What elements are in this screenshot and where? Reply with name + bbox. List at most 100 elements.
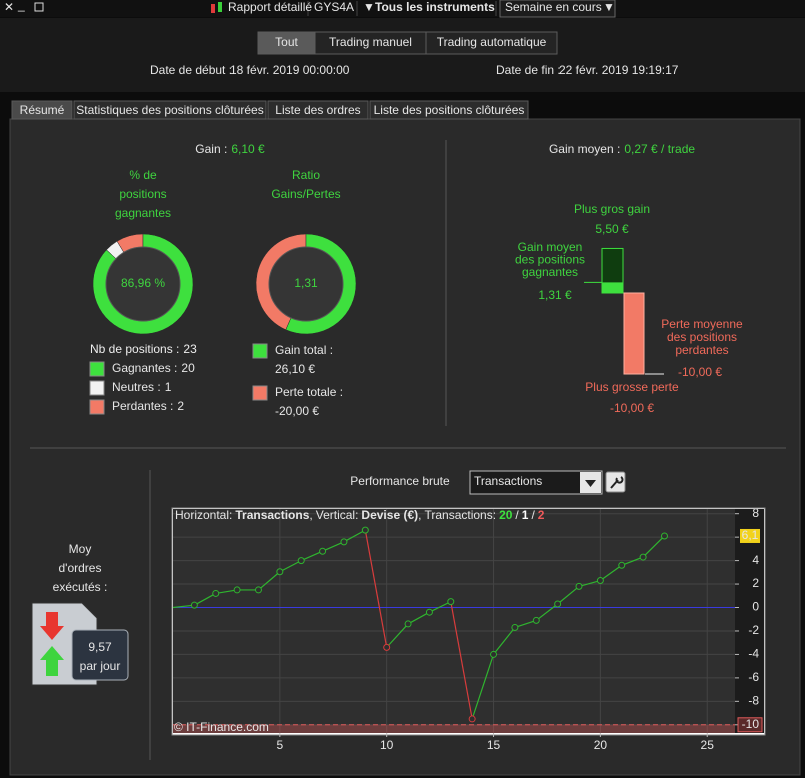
filter-button[interactable] <box>425 31 558 55</box>
chart-header-part: 2 <box>538 508 545 522</box>
gain: Gain : 6,10 € <box>195 142 265 156</box>
chart-header-part: Horizontal: <box>175 508 232 522</box>
point-marker <box>660 532 668 540</box>
gain-value: 6,10 € <box>231 142 265 156</box>
y-tick-label: -4 <box>748 647 759 661</box>
line-segment <box>386 623 409 648</box>
tab[interactable] <box>267 100 369 120</box>
total-label: Gain total : <box>275 343 333 357</box>
line-segment <box>172 604 195 609</box>
line-segment <box>621 556 644 566</box>
y-tick-label: -10 <box>742 717 760 731</box>
tab[interactable] <box>73 100 267 120</box>
point-marker <box>618 561 626 569</box>
tab[interactable] <box>369 100 529 120</box>
legend-swatch <box>89 361 105 377</box>
start-label: Date de début : <box>150 63 232 77</box>
line-segment <box>450 601 473 720</box>
candle-icon <box>211 4 215 13</box>
ratio-title: Gains/Pertes <box>271 187 340 201</box>
win-pct: 86,96 % <box>121 276 165 290</box>
max-gain-value: 5,50 € <box>595 222 629 236</box>
legend-swatch <box>252 385 268 401</box>
total-value: 26,10 € <box>275 362 315 376</box>
start-date: 18 févr. 2019 00:00:00 <box>230 63 350 77</box>
legend-entry: Neutres : 1 <box>112 380 172 394</box>
ratio-title: Ratio <box>292 168 320 182</box>
max-loss-value: -10,00 € <box>610 401 654 415</box>
positions-count: Nb de positions : 23 <box>90 342 197 356</box>
selector-dropdown[interactable] <box>469 470 603 495</box>
legend-swatch <box>89 399 105 415</box>
chart-title: Performance brute <box>350 474 450 488</box>
orders-label: Moy <box>69 542 92 556</box>
line-segment <box>300 550 323 562</box>
point-marker <box>554 600 562 608</box>
minimize-icon[interactable]: _ <box>17 0 25 12</box>
avg-gain-label: gagnantes <box>522 265 578 279</box>
chart-header-part: Vertical: <box>316 508 359 522</box>
line-segment <box>578 579 601 587</box>
average-gain-label: Gain moyen : <box>549 142 620 156</box>
point-marker <box>511 623 519 631</box>
end-label: Date de fin : <box>496 63 561 77</box>
line-segment <box>364 530 388 648</box>
period-dropdown[interactable] <box>499 0 616 18</box>
y-tick-label: 4 <box>752 553 759 567</box>
point-marker <box>340 538 348 546</box>
close-icon[interactable]: ✕ <box>4 0 14 14</box>
orders-label: exécutés : <box>53 580 108 594</box>
point-marker <box>596 577 604 585</box>
tab-label: Liste des ordres <box>275 103 360 117</box>
line-segment <box>535 603 559 621</box>
positions-count-value: 23 <box>183 342 197 356</box>
gain-label: Gain : <box>195 142 227 156</box>
point-marker <box>297 557 305 565</box>
line-segment <box>642 535 665 558</box>
point-marker <box>361 526 369 534</box>
maximize-icon[interactable] <box>34 2 44 12</box>
max-loss-bar <box>623 292 645 375</box>
point-marker <box>383 643 391 651</box>
point-marker <box>276 568 284 576</box>
chart-header-part: 1 <box>522 508 529 522</box>
legend-swatch <box>89 380 105 396</box>
point-marker <box>490 650 498 658</box>
chart-header-part: 20 <box>499 508 513 522</box>
line-segment <box>493 627 516 655</box>
avg-gain-label: Gain moyen <box>518 240 583 254</box>
win-title: gagnantes <box>115 206 171 220</box>
line-segment <box>258 571 281 591</box>
line-segment <box>215 589 238 595</box>
filter-button-label: Trading automatique <box>437 35 547 49</box>
line-segment <box>279 560 302 573</box>
line-segment <box>343 529 366 543</box>
point-marker <box>532 616 540 624</box>
comma: , <box>309 508 312 522</box>
last-value-label: 6,1 <box>742 528 759 542</box>
legend-entry-label: Gagnantes : <box>112 361 177 375</box>
last-value-badge <box>740 528 760 543</box>
line-segment <box>429 601 452 613</box>
avg-loss-label: Perte moyenne <box>661 317 743 331</box>
line-segment <box>471 654 495 720</box>
chart-header-part: Devise (€) <box>361 508 418 522</box>
line-segment <box>600 564 623 582</box>
filter-button-label: Tout <box>275 35 298 49</box>
y-tick-label: 0 <box>752 600 759 614</box>
chart-header-part: Transactions <box>235 508 309 522</box>
chart-credit: © IT-Finance.com <box>174 720 269 734</box>
y-tick-label: 8 <box>752 506 759 520</box>
avg-gain-label: des positions <box>515 253 585 267</box>
period-label: Semaine en cours <box>505 0 602 14</box>
line-segment <box>322 541 345 552</box>
legend-swatch <box>252 343 268 359</box>
total-value: -20,00 € <box>275 404 319 418</box>
point-marker <box>190 601 198 609</box>
dropdown-arrow: ▼ <box>363 0 375 14</box>
point-marker <box>233 586 241 594</box>
line-segment <box>407 611 430 625</box>
filter-button-label: Trading manuel <box>329 35 412 49</box>
orders-value: 9,57 <box>88 640 112 654</box>
tab[interactable] <box>11 100 73 120</box>
